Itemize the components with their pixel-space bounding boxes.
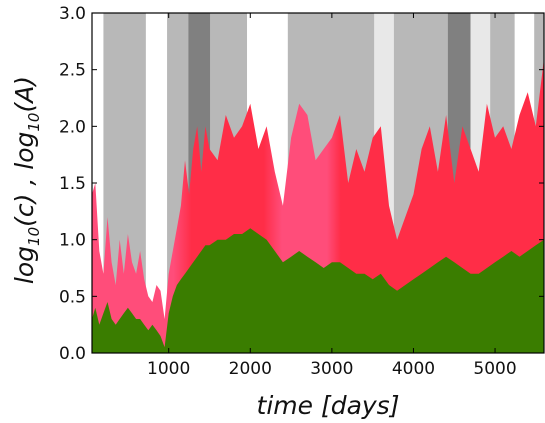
y-axis-label-arg1: (c) , log	[10, 132, 39, 227]
series-log-a-area	[92, 228, 544, 353]
y-axis-label-log1: log	[10, 246, 39, 284]
y-tick-label: 1.5	[59, 174, 86, 194]
x-tick-label: 1000	[147, 359, 190, 379]
x-axis: 1000 2000 3000 4000 5000	[147, 13, 517, 379]
y-tick-label: 2.5	[59, 61, 86, 81]
y-axis-label: log10(c) , log10(A)	[10, 76, 43, 284]
x-tick-label: 2000	[229, 359, 272, 379]
y-axis-label-arg2: (A)	[10, 76, 39, 113]
y-tick-label: 0.5	[59, 287, 86, 307]
y-axis-label-sub2: 10	[25, 113, 43, 132]
y-tick-label: 3.0	[59, 4, 86, 24]
x-tick-label: 4000	[392, 359, 435, 379]
x-axis-label: time [days]	[257, 391, 400, 420]
y-tick-label: 2.0	[59, 117, 86, 137]
y-tick-label: 1.0	[59, 231, 86, 251]
x-tick-label: 3000	[310, 359, 353, 379]
y-axis-label-sub1: 10	[25, 227, 43, 246]
y-tick-label: 0.0	[59, 344, 86, 364]
x-tick-label: 5000	[473, 359, 516, 379]
series-areas	[92, 58, 544, 354]
y-axis: 0.0 0.5 1.0 1.5 2.0 2.5 3.0	[59, 4, 544, 364]
